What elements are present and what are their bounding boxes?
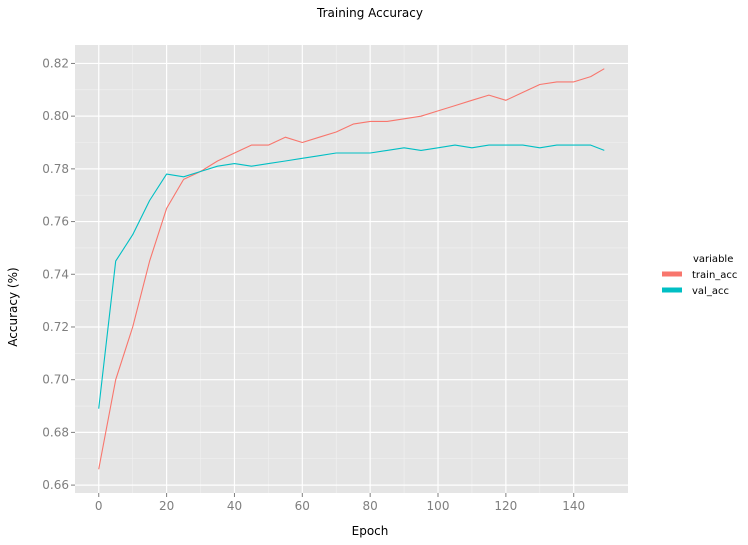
legend-label-val-acc: val_acc <box>692 286 729 297</box>
plot-panel <box>75 45 628 493</box>
y-tick-label: 0.72 <box>42 320 69 334</box>
legend-key-val-acc <box>662 287 682 293</box>
y-tick-label: 0.78 <box>42 162 69 176</box>
chart-title: Training Accuracy <box>316 6 423 20</box>
legend-title: variable <box>693 254 733 265</box>
y-tick-label: 0.68 <box>42 425 69 439</box>
y-tick-label: 0.70 <box>42 373 69 387</box>
series-line-val-acc <box>98 144 605 409</box>
x-tick-label: 100 <box>427 499 450 513</box>
series-line-train-acc <box>98 68 605 470</box>
series-lines <box>98 68 605 470</box>
x-tick-label: 80 <box>363 499 378 513</box>
x-tick-label: 0 <box>95 499 103 513</box>
x-axis-ticks: 0 20 40 60 80 100 120 140 <box>95 493 585 513</box>
legend-label-train-acc: train_acc <box>692 270 737 281</box>
y-tick-label: 0.74 <box>42 267 69 281</box>
x-tick-label: 40 <box>227 499 242 513</box>
y-tick-label: 0.82 <box>42 56 69 70</box>
y-tick-label: 0.66 <box>42 478 69 492</box>
x-tick-label: 120 <box>494 499 517 513</box>
legend: variable train_acc val_acc <box>662 254 737 297</box>
y-tick-label: 0.80 <box>42 109 69 123</box>
y-axis-label: Accuracy (%) <box>6 267 20 346</box>
major-grid <box>75 45 628 493</box>
x-axis-label: Epoch <box>352 524 389 538</box>
y-axis-ticks: 0.66 0.68 0.70 0.72 0.74 0.76 0.78 0.80 0.82 <box>42 56 75 492</box>
x-tick-label: 20 <box>159 499 174 513</box>
x-tick-label: 60 <box>295 499 310 513</box>
legend-key-train-acc <box>662 271 682 277</box>
x-tick-label: 140 <box>562 499 585 513</box>
y-tick-label: 0.76 <box>42 215 69 229</box>
